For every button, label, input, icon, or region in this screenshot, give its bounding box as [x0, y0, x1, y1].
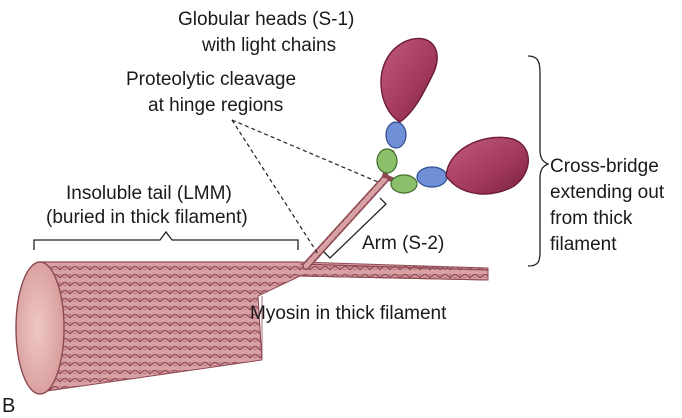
- panel-letter: B: [2, 395, 16, 417]
- tail-brace: [33, 230, 299, 250]
- thick-filament: [37, 261, 489, 393]
- cross-bridge-brace: [527, 55, 550, 267]
- label-arm: Arm (S-2): [362, 233, 445, 254]
- label-cross-bridge-4: filament: [550, 234, 617, 255]
- label-cross-bridge-2: extending out: [550, 182, 665, 203]
- label-insoluble-tail-2: (buried in thick filament): [46, 207, 248, 228]
- myosin-head-lower: [390, 136, 529, 195]
- s2-arm: [302, 174, 390, 270]
- label-myosin: Myosin in thick filament: [250, 303, 447, 324]
- myosin-head-upper: [376, 37, 438, 174]
- label-globular-heads-2: with light chains: [202, 35, 337, 56]
- proteolytic-pointers: [231, 119, 379, 255]
- label-proteolytic-1: Proteolytic cleavage: [126, 69, 297, 90]
- label-proteolytic-2: at hinge regions: [148, 95, 284, 116]
- label-cross-bridge-3: from thick: [550, 208, 633, 229]
- arm-bracket: [323, 197, 387, 259]
- filament-cross-section: [15, 261, 65, 395]
- label-insoluble-tail-1: Insoluble tail (LMM): [66, 183, 232, 204]
- label-cross-bridge-1: Cross-bridge: [550, 156, 659, 177]
- label-globular-heads-1: Globular heads (S-1): [178, 9, 355, 30]
